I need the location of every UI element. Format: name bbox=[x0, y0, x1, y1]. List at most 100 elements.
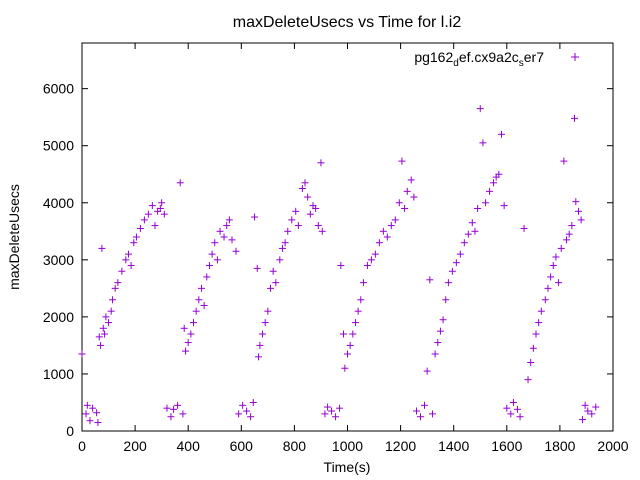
data-point bbox=[563, 236, 571, 244]
x-tick-label: 1800 bbox=[544, 438, 575, 454]
data-point bbox=[537, 307, 545, 315]
data-point bbox=[213, 256, 221, 264]
data-point bbox=[395, 199, 403, 207]
data-point bbox=[568, 222, 576, 230]
data-point bbox=[312, 204, 320, 212]
data-point bbox=[547, 273, 555, 281]
data-point bbox=[232, 247, 240, 255]
data-point bbox=[321, 410, 329, 418]
data-point bbox=[439, 316, 447, 324]
data-point bbox=[332, 413, 340, 421]
legend-label: pg162def.cx9a2cser7 bbox=[414, 49, 544, 69]
data-point bbox=[490, 179, 498, 187]
data-point bbox=[288, 216, 296, 224]
data-point bbox=[301, 179, 309, 187]
data-point bbox=[98, 244, 106, 252]
y-tick-label: 4000 bbox=[43, 195, 74, 211]
data-point bbox=[205, 262, 213, 270]
data-point bbox=[180, 324, 188, 332]
x-tick-label: 600 bbox=[230, 438, 254, 454]
data-point bbox=[410, 193, 418, 201]
data-point bbox=[423, 367, 431, 375]
data-point bbox=[541, 296, 549, 304]
data-point bbox=[118, 267, 126, 275]
data-point bbox=[460, 239, 468, 247]
y-axis-label: maxDeleteUsecs bbox=[6, 184, 22, 290]
data-point bbox=[160, 210, 168, 218]
data-point bbox=[328, 407, 336, 415]
data-point bbox=[571, 114, 579, 122]
data-point bbox=[203, 273, 211, 281]
data-point bbox=[324, 403, 332, 411]
data-point bbox=[253, 264, 261, 272]
data-point bbox=[420, 401, 428, 409]
data-point bbox=[239, 401, 247, 409]
data-point bbox=[261, 319, 269, 327]
y-tick-label: 1000 bbox=[43, 366, 74, 382]
data-point bbox=[584, 407, 592, 415]
data-point bbox=[495, 170, 503, 178]
data-point bbox=[195, 296, 203, 304]
data-point bbox=[86, 417, 94, 425]
chart-title: maxDeleteUsecs vs Time for l.i2 bbox=[233, 14, 462, 31]
data-point bbox=[592, 403, 600, 411]
data-point bbox=[444, 279, 452, 287]
data-point bbox=[336, 404, 344, 412]
data-point bbox=[452, 259, 460, 267]
data-point bbox=[524, 376, 532, 384]
data-point bbox=[272, 279, 280, 287]
data-point bbox=[267, 284, 275, 292]
data-point bbox=[151, 222, 159, 230]
data-point bbox=[174, 401, 182, 409]
data-point bbox=[306, 210, 314, 218]
data-point bbox=[574, 207, 582, 215]
data-point bbox=[114, 279, 122, 287]
data-point bbox=[255, 353, 263, 361]
data-point bbox=[184, 339, 192, 347]
data-point bbox=[235, 410, 243, 418]
data-point bbox=[102, 313, 110, 321]
data-point bbox=[527, 359, 535, 367]
legend-marker bbox=[571, 53, 579, 61]
data-point bbox=[357, 296, 365, 304]
data-point bbox=[513, 405, 521, 413]
data-point bbox=[99, 324, 107, 332]
data-point bbox=[317, 159, 325, 167]
y-tick-label: 2000 bbox=[43, 309, 74, 325]
data-point bbox=[78, 350, 86, 358]
data-point bbox=[197, 284, 205, 292]
data-point bbox=[298, 185, 306, 192]
data-point bbox=[359, 279, 367, 287]
x-tick-label: 1200 bbox=[385, 438, 416, 454]
data-point bbox=[371, 250, 379, 258]
data-point bbox=[292, 207, 300, 215]
legend: pg162def.cx9a2cser7 bbox=[414, 49, 579, 69]
data-point bbox=[503, 404, 511, 412]
data-point bbox=[243, 407, 251, 415]
data-point bbox=[190, 319, 198, 327]
data-point bbox=[82, 410, 90, 418]
x-tick-label: 1600 bbox=[491, 438, 522, 454]
data-points bbox=[78, 105, 600, 426]
data-point bbox=[486, 187, 494, 195]
data-point bbox=[375, 239, 383, 247]
data-point bbox=[588, 410, 596, 418]
data-point bbox=[89, 404, 97, 412]
data-point bbox=[101, 330, 109, 338]
data-point bbox=[354, 307, 362, 315]
data-point bbox=[507, 410, 515, 418]
data-point bbox=[208, 250, 216, 258]
data-point bbox=[132, 233, 140, 241]
data-point bbox=[363, 262, 371, 270]
data-point bbox=[532, 330, 540, 338]
data-point bbox=[442, 296, 450, 304]
data-point bbox=[509, 398, 517, 406]
data-point bbox=[148, 202, 156, 210]
x-tick-label: 400 bbox=[177, 438, 201, 454]
data-point bbox=[200, 301, 208, 309]
data-point bbox=[565, 230, 573, 238]
data-point bbox=[179, 410, 187, 418]
data-point bbox=[544, 284, 552, 292]
data-point bbox=[464, 230, 472, 238]
data-point bbox=[557, 244, 565, 252]
